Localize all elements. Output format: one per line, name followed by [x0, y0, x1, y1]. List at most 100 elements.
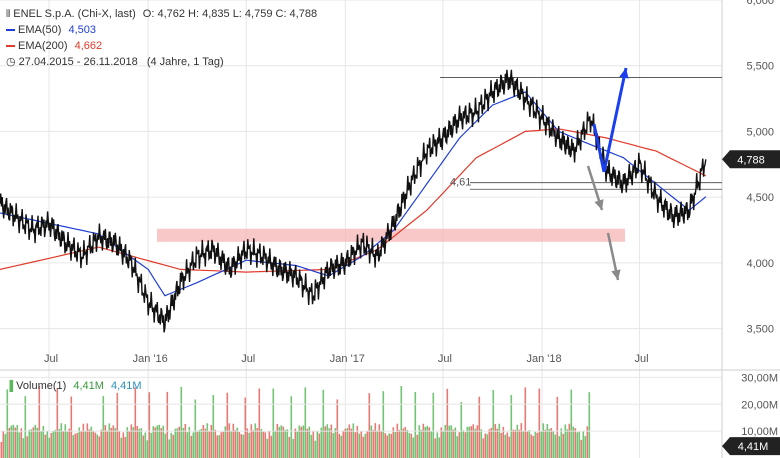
volume-bar [202, 425, 205, 458]
volume-bar [454, 427, 457, 458]
volume-bar [316, 431, 319, 458]
volume-last-tag [722, 437, 780, 456]
volume-bar [416, 434, 419, 458]
volume-bar [220, 432, 223, 458]
volume-bar [6, 389, 9, 458]
volume-bar [588, 392, 591, 458]
volume-bar [270, 435, 273, 458]
volume-bar [570, 389, 573, 458]
volume-bar [326, 424, 329, 458]
volume-bar [318, 433, 321, 458]
y-tick-label-3: 5,000 [746, 126, 774, 138]
legend-ema50: EMA(50) 4,503 [6, 22, 96, 38]
volume-bar [482, 438, 485, 458]
volume-bar [246, 428, 249, 458]
volume-bar [390, 433, 393, 458]
volume-bar [254, 423, 257, 458]
volume-bar [514, 429, 517, 458]
volume-bar [234, 429, 237, 458]
volume-bar [498, 423, 501, 458]
volume-bar [304, 387, 307, 458]
volume-value-1: 4,41M [73, 380, 104, 392]
volume-bar [32, 427, 35, 458]
ema200-line [0, 128, 707, 273]
volume-bar [100, 429, 103, 458]
volume-bar [292, 438, 295, 458]
volume-bar [414, 392, 417, 458]
volume-bar [16, 424, 19, 458]
volume-bar [36, 427, 39, 458]
volume-bar [274, 430, 277, 458]
volume-bar [26, 436, 29, 458]
volume-bar [398, 429, 401, 458]
volume-bar [86, 423, 89, 458]
volume-bar [340, 435, 343, 458]
volume-bar [546, 423, 549, 458]
volume-bar [276, 423, 279, 458]
volume-bar [248, 432, 251, 458]
volume-bar [536, 432, 539, 458]
volume-bar [196, 431, 199, 458]
volume-bar [222, 431, 225, 458]
ema50-value: 4,503 [68, 24, 96, 36]
volume-bar [504, 434, 507, 458]
volume-bar [346, 428, 349, 458]
legend-title: ⫴ ENEL S.p.A. (Chi-X, last) O: 4,762 H: … [6, 6, 317, 23]
volume-bar [584, 436, 587, 458]
volume-bar [538, 388, 541, 458]
volume-tick-label-2: 30,00M [741, 372, 778, 384]
volume-bar [14, 427, 17, 458]
volume-bar [74, 433, 77, 458]
volume-bar [322, 389, 325, 458]
volume-bar [212, 395, 215, 458]
arrow-up-head [619, 68, 629, 79]
volume-bar [336, 399, 339, 458]
volume-bar [544, 429, 547, 458]
volume-bar [4, 434, 7, 458]
volume-bar [68, 428, 71, 458]
volume-bar [458, 432, 461, 458]
volume-bar [122, 432, 125, 458]
volume-bar [360, 431, 363, 458]
projection-arrows [586, 67, 629, 281]
volume-bar [426, 425, 429, 458]
volume-bar [180, 386, 183, 458]
ema200-swatch [6, 45, 15, 48]
volume-bar [244, 397, 247, 458]
volume-bar [420, 429, 423, 458]
volume-bar [126, 427, 129, 458]
volume-bar [520, 423, 523, 458]
volume-bar [484, 433, 487, 458]
volume-bar [540, 431, 543, 458]
ema50-label: EMA(50) [18, 24, 62, 36]
volume-bar [46, 431, 49, 458]
volume-bar [376, 430, 379, 458]
volume-bar [586, 426, 589, 458]
volume-bar [256, 428, 259, 458]
volume-bar [306, 428, 309, 458]
ema50-swatch [6, 29, 15, 32]
volume-bar [384, 433, 387, 458]
x-tick-label-2: Jul [241, 353, 255, 365]
volume-bar [112, 425, 115, 458]
volume-tick-label-0: 10,00M [741, 426, 778, 438]
volume-bar [194, 399, 197, 458]
volume-bar [578, 431, 581, 458]
arrow-down-2-head [611, 269, 621, 280]
volume-bar [76, 432, 79, 458]
volume-bar [96, 434, 99, 458]
volume-bar [290, 396, 293, 458]
volume-bar [34, 424, 37, 458]
volume-bar [364, 433, 367, 458]
volume-bar [298, 425, 301, 458]
volume-bar [490, 427, 493, 458]
volume-bar [94, 432, 97, 458]
volume-bar [462, 430, 465, 458]
instrument-name: ENEL S.p.A. (Chi-X, last) [13, 8, 136, 20]
volume-bar [374, 423, 377, 458]
volume-icon: ▐ [6, 381, 14, 392]
ema200-label: EMA(200) [18, 40, 68, 52]
volume-bar [28, 429, 31, 458]
price-axis: 3,500 4,000 4,500 5,000 5,500 6,000 [746, 0, 774, 336]
volume-bar [556, 396, 559, 458]
